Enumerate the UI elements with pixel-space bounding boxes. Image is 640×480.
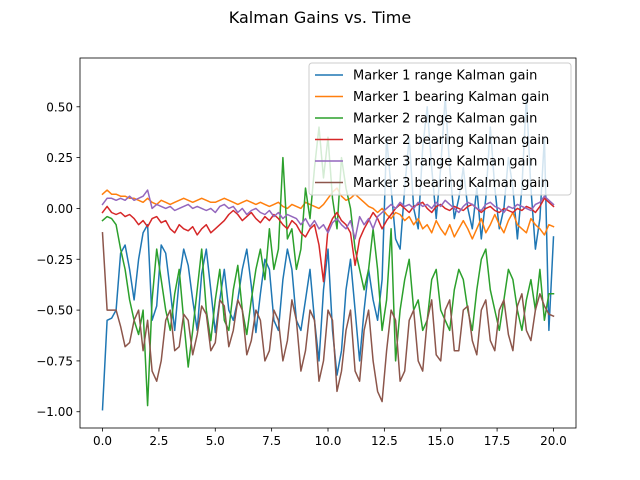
legend-entry-6: Marker 3 bearing Kalman gain [353,176,549,191]
y-tick-label: −0.50 [36,304,73,318]
x-tick-label: 2.5 [149,434,168,448]
legend-entry-4: Marker 2 bearing Kalman gain [353,133,549,148]
y-tick-label: −1.00 [36,405,73,419]
x-tick-label: 15.0 [427,434,454,448]
legend-entry-1: Marker 1 range Kalman gain [353,69,537,84]
x-tick-label: 12.5 [371,434,398,448]
y-tick-label: 0.50 [46,100,73,114]
x-tick-label: 0.0 [93,434,112,448]
x-tick-label: 17.5 [484,434,511,448]
x-tick-label: 5.0 [206,434,225,448]
legend-box [308,62,572,196]
y-tick-label: −0.75 [36,354,73,368]
y-tick-label: 0.25 [46,151,73,165]
series-line-6 [101,232,555,403]
legend: Marker 1 range Kalman gain Marker 1 beari… [308,62,572,196]
series-line-1 [101,95,555,411]
y-tick-label: 0.00 [46,202,73,216]
legend-entry-5: Marker 3 range Kalman gain [353,155,537,170]
x-tick-label: 7.5 [262,434,281,448]
y-tick-label: −0.25 [36,253,73,267]
legend-entry-2: Marker 1 bearing Kalman gain [353,90,549,105]
series-line-5 [101,189,555,240]
series-line-2 [101,187,555,240]
axes-layer: 0.0 2.5 5.0 7.5 10.0 12.5 15.0 17.5 20.0 0.50 0.25… [36,57,577,448]
x-tick-label: 20.0 [540,434,567,448]
legend-entry-3: Marker 2 range Kalman gain [353,112,537,127]
x-tick-label: 10.0 [315,434,342,448]
chart-title: Kalman Gains vs. Time [229,8,411,27]
